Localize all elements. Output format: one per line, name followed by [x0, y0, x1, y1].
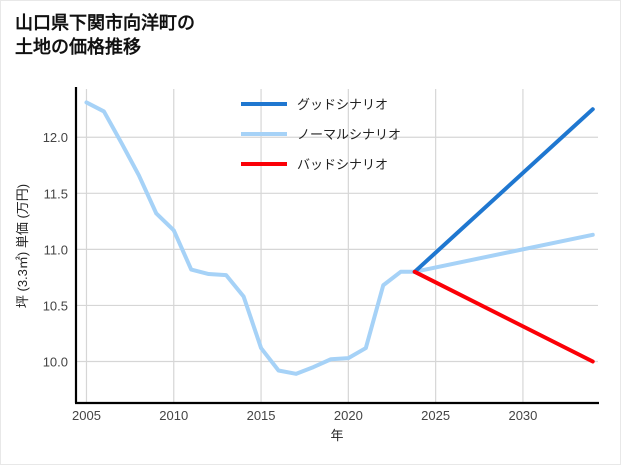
x-tick-label: 2015: [247, 408, 276, 423]
x-tick-label: 2010: [159, 408, 188, 423]
y-tick-label: 10.5: [43, 298, 68, 313]
axis-spines: [74, 87, 599, 405]
x-tick-label: 2030: [508, 408, 537, 423]
series-group: [84, 100, 595, 376]
series-line-ノーマルシナリオ: [84, 100, 595, 376]
x-tick-label: 2025: [421, 408, 450, 423]
y-tick-label: 11.0: [44, 242, 68, 257]
x-tick-label: 2005: [72, 408, 101, 423]
y-tick-label: 10.0: [43, 355, 68, 370]
y-tick-labels: 10.0 10.5 11.0 11.5 12.0: [43, 130, 68, 369]
x-tick-labels: 2005 2010 2015 2020 2025 2030: [72, 408, 537, 423]
legend-label: グッドシナリオ: [297, 97, 388, 112]
y-axis-label: 坪 (3.3㎡) 単価 (万円): [15, 184, 30, 308]
y-tick-label: 12.0: [43, 130, 68, 145]
page-title: 山口県下関市向洋町の 土地の価格推移: [15, 13, 195, 58]
legend-label: バッドシナリオ: [297, 157, 388, 172]
series-line-グッドシナリオ: [412, 107, 595, 274]
axis-titles: 年 坪 (3.3㎡) 単価 (万円): [15, 184, 344, 443]
y-tick-label: 11.5: [44, 186, 68, 201]
legend-label: ノーマルシナリオ: [297, 127, 401, 142]
x-tick-label: 2020: [334, 408, 363, 423]
x-axis-label: 年: [330, 428, 343, 443]
series-line-バッドシナリオ: [412, 269, 595, 364]
